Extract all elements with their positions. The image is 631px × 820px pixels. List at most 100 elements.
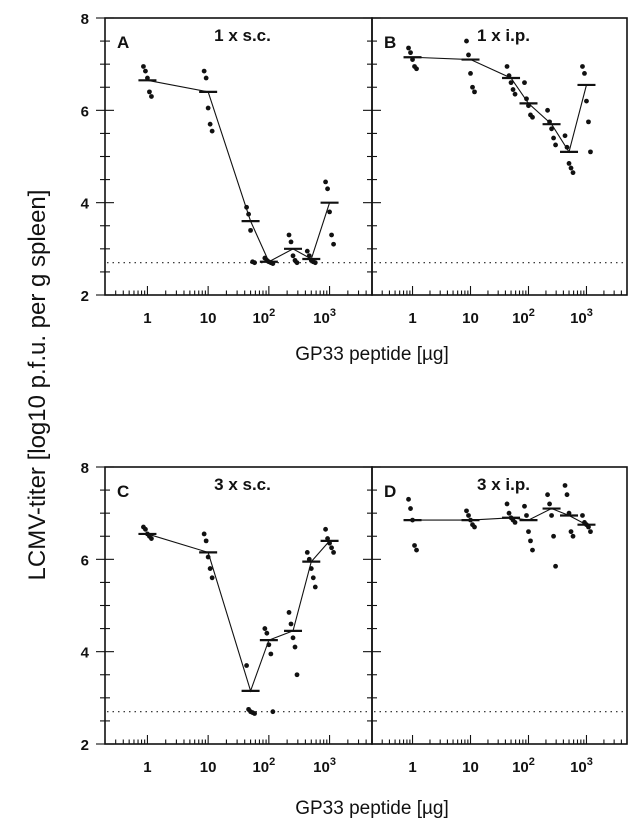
data-point bbox=[553, 563, 558, 569]
data-point bbox=[584, 98, 589, 104]
data-point bbox=[209, 575, 215, 581]
data-point bbox=[246, 211, 251, 217]
data-point bbox=[203, 538, 209, 544]
data-point bbox=[294, 672, 300, 678]
x-tick-label: 1 bbox=[143, 759, 151, 776]
data-point bbox=[290, 635, 296, 641]
data-point bbox=[549, 513, 554, 518]
x-tick-label: 102 bbox=[512, 756, 535, 776]
data-point bbox=[580, 64, 585, 69]
data-point bbox=[325, 536, 330, 541]
data-point bbox=[464, 508, 469, 514]
panel-letter: C bbox=[117, 482, 129, 501]
data-point bbox=[205, 554, 211, 560]
x-tick-label: 10 bbox=[200, 759, 217, 776]
y-tick-label: 2 bbox=[81, 737, 89, 754]
data-point bbox=[331, 241, 336, 247]
panel-letter: A bbox=[117, 33, 129, 52]
data-point bbox=[522, 503, 527, 509]
x-tick-label: 10 bbox=[200, 310, 217, 327]
data-point bbox=[262, 626, 268, 631]
data-point bbox=[526, 103, 531, 109]
mean-line bbox=[412, 56, 588, 154]
data-point bbox=[504, 501, 510, 507]
data-point bbox=[244, 663, 249, 668]
data-point bbox=[252, 260, 257, 266]
data-point bbox=[551, 135, 556, 141]
data-point bbox=[570, 170, 576, 176]
data-point bbox=[545, 492, 550, 498]
data-point bbox=[205, 105, 211, 111]
data-point bbox=[512, 91, 518, 97]
x-tick-label: 102 bbox=[252, 307, 275, 327]
panel-c: 1 10 102 103 2 4 6 8 C 3 x s.c. bbox=[81, 460, 373, 776]
y-tick-label: 6 bbox=[81, 552, 89, 569]
data-point bbox=[327, 540, 332, 546]
data-point bbox=[547, 501, 552, 507]
panel-letter: B bbox=[384, 33, 396, 52]
data-point bbox=[294, 260, 300, 266]
data-point bbox=[566, 161, 572, 166]
panel-a-frame bbox=[104, 17, 373, 296]
x-tick-label: 1 bbox=[408, 759, 416, 776]
data-point bbox=[329, 232, 334, 238]
data-point bbox=[588, 149, 593, 155]
data-point bbox=[410, 517, 415, 523]
data-point bbox=[553, 142, 558, 148]
x-axis-title-bottom: GP33 peptide [µg] bbox=[295, 798, 449, 819]
data-point bbox=[145, 75, 150, 81]
data-point bbox=[466, 513, 471, 518]
data-point bbox=[201, 68, 207, 74]
data-point bbox=[147, 89, 152, 95]
data-point bbox=[564, 144, 570, 150]
x-tick-label: 1 bbox=[143, 310, 151, 327]
data-point bbox=[203, 75, 209, 81]
data-point bbox=[290, 253, 296, 259]
data-point bbox=[468, 517, 473, 523]
data-point bbox=[248, 227, 253, 233]
data-point bbox=[325, 186, 330, 192]
mean-line bbox=[147, 533, 330, 693]
data-point bbox=[412, 543, 417, 548]
x-tick-label: 1 bbox=[408, 310, 416, 327]
data-point bbox=[329, 545, 334, 551]
y-tick-label: 4 bbox=[81, 645, 90, 662]
data-point bbox=[566, 510, 572, 516]
data-point bbox=[304, 248, 310, 254]
data-point bbox=[207, 121, 213, 127]
data-point bbox=[530, 114, 535, 120]
panel-b: 1 10 102 103 B 1 x i.p. bbox=[371, 17, 628, 327]
data-point bbox=[472, 524, 477, 530]
data-point bbox=[545, 107, 550, 113]
data-point bbox=[252, 711, 257, 716]
data-point bbox=[470, 84, 475, 90]
data-point bbox=[143, 68, 148, 74]
data-point bbox=[270, 261, 276, 267]
data-point bbox=[143, 526, 148, 532]
data-point bbox=[562, 133, 568, 139]
data-point bbox=[547, 119, 552, 125]
data-point bbox=[524, 96, 529, 102]
data-point bbox=[549, 126, 554, 132]
x-tick-label: 103 bbox=[570, 307, 593, 327]
data-point bbox=[464, 38, 469, 44]
data-point bbox=[466, 52, 471, 58]
x-tick-label: 103 bbox=[313, 307, 336, 327]
y-tick-label: 4 bbox=[81, 196, 90, 213]
data-point bbox=[506, 510, 512, 516]
data-point bbox=[331, 550, 336, 555]
data-point bbox=[524, 513, 529, 518]
x-tick-label: 10 bbox=[462, 759, 479, 776]
data-point bbox=[406, 496, 411, 502]
panel-letter: D bbox=[384, 482, 396, 501]
panel-title: 3 x s.c. bbox=[214, 475, 271, 494]
x-tick-label: 10 bbox=[462, 310, 479, 327]
data-point bbox=[414, 66, 419, 72]
data-point bbox=[327, 209, 332, 215]
data-point bbox=[209, 128, 215, 134]
data-point bbox=[141, 64, 146, 69]
data-point bbox=[264, 630, 270, 636]
data-point bbox=[530, 547, 535, 553]
panel-a: 1 10 102 103 2 4 6 8 A 1 x s.c. bbox=[81, 11, 373, 327]
panel-title: 3 x i.p. bbox=[477, 475, 530, 494]
